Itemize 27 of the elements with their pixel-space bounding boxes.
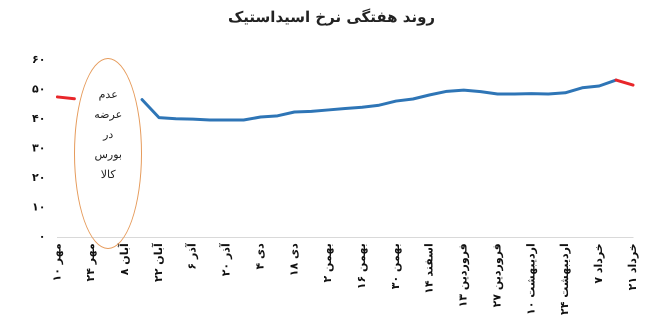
y-tick-label: ۰ [38,230,46,244]
annotation: عدم عرضه در بورس کالا [93,87,124,183]
y-tick-label: ۲۰ [32,171,46,184]
x-tick-label: ۱۸ دی [287,242,300,276]
x-tick-label: ۲۷ فروردین [490,243,504,308]
y-tick-label: ۴۰ [32,112,46,125]
x-tick-label: ۷ خرداد [592,243,605,284]
x-tick-label: ۲۲ آبان [150,243,165,282]
x-tick-label: ۸ آبان [117,243,131,276]
x-tick-label: ۲۴ مهر [84,243,98,282]
x-tick-label: ۴ دی [253,242,266,270]
x-tick-label: ۱۰ مهر [50,243,64,282]
x-tick-label: ۶ آذر [184,243,199,270]
y-tick-label: ۳۰ [32,141,46,154]
x-tick-label: ۱۴ اسفند [422,243,436,294]
chart-title: روند هفتگی نرخ اسیداستیک [226,8,436,26]
x-tick-label: ۲۴ اردیبهشت [558,243,572,316]
y-tick-label: ۶۰ [32,52,46,66]
x-tick-label: ۱۶ بهمن [355,243,368,290]
x-tick-label: ۲۱ خرداد [626,243,639,290]
x-tick-label: ۲ بهمن [321,243,334,282]
x-tick-label: ۱۰ اردیبهشت [524,243,538,316]
x-tick-label: ۱۳ فروردین [456,243,470,308]
x-tick-label: ۲۰ آذر [218,243,233,276]
y-tick-label: ۵۰ [32,82,46,96]
y-tick-label: ۱۰ [32,200,46,214]
x-tick-label: ۳۰ بهمن [388,243,402,290]
